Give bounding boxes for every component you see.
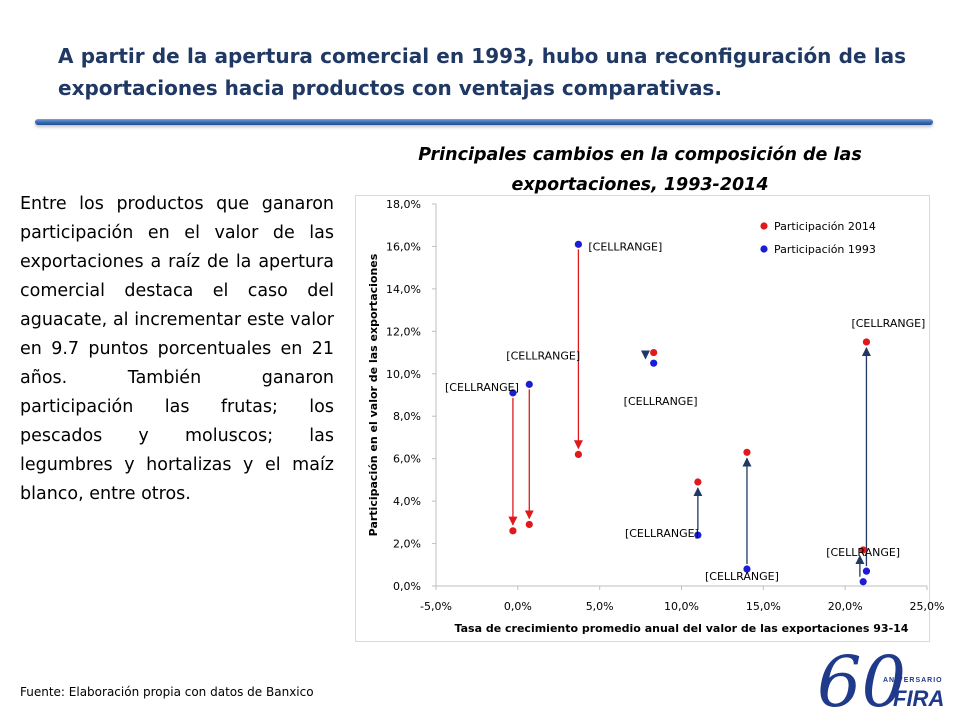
point-1993 [694,531,702,539]
logo-number: 60 [817,641,906,720]
x-tick-label: 5,0% [586,600,614,613]
point-1993 [859,578,867,586]
y-tick-label: 8,0% [393,410,421,423]
legend-label: Participación 2014 [774,220,876,233]
legend-marker [760,222,768,230]
y-tick-label: 12,0% [386,325,421,338]
logo-tagline: ANIVERSARIO [883,677,943,684]
logo-brand: FIRA [893,686,944,711]
y-tick-label: 2,0% [393,538,421,551]
y-tick-label: 16,0% [386,240,421,253]
point-2014 [509,527,517,535]
point-2014 [743,448,751,456]
data-label: [CELLRANGE] [445,381,519,394]
chart-area [355,195,930,642]
point-1993 [650,359,658,367]
point-2014 [574,450,582,459]
title-divider [35,119,933,125]
x-axis-title: Tasa de crecimiento promedio anual del v… [455,622,909,635]
data-label: [CELLRANGE] [624,395,698,408]
data-label: [CELLRANGE] [705,570,779,583]
point-1993 [525,380,533,388]
y-axis-title: Participación en el valor de las exporta… [367,253,380,536]
point-2014 [694,478,702,486]
point-2014 [862,338,871,346]
data-label: [CELLRANGE] [588,240,662,253]
point-2014 [525,520,533,529]
point-1993 [574,240,582,248]
legend-marker [760,245,768,253]
point-1993 [509,389,517,397]
slide-title: A partir de la apertura comercial en 199… [58,44,906,100]
data-label: [CELLRANGE] [826,546,900,559]
point-2014 [859,546,867,554]
data-label: [CELLRANGE] [625,527,699,540]
y-tick-label: 0,0% [393,580,421,593]
y-tick-label: 4,0% [393,495,421,508]
y-tick-label: 18,0% [386,198,421,211]
fira-logo: 60 ANIVERSARIO FIRA [817,641,944,720]
body-paragraph: Entre los productos que ganaron particip… [20,194,334,504]
point-1993 [862,567,871,575]
point-2014 [650,348,658,357]
x-tick-label: 15,0% [746,600,781,613]
data-label: [CELLRANGE] [506,349,580,362]
data-label: [CELLRANGE] [851,317,925,330]
source-note: Fuente: Elaboración propia con datos de … [20,685,314,699]
y-tick-label: 10,0% [386,368,421,381]
x-tick-label: 20,0% [828,600,863,613]
x-tick-label: 25,0% [910,600,945,613]
point-1993 [743,565,751,573]
chart-title: Principales cambios en la composición de… [418,145,862,195]
legend-label: Participación 1993 [774,243,876,256]
x-tick-label: 0,0% [504,600,532,613]
y-tick-label: 6,0% [393,453,421,466]
x-tick-label: 10,0% [664,600,699,613]
y-tick-label: 14,0% [386,283,421,296]
x-tick-label: -5,0% [420,600,452,613]
